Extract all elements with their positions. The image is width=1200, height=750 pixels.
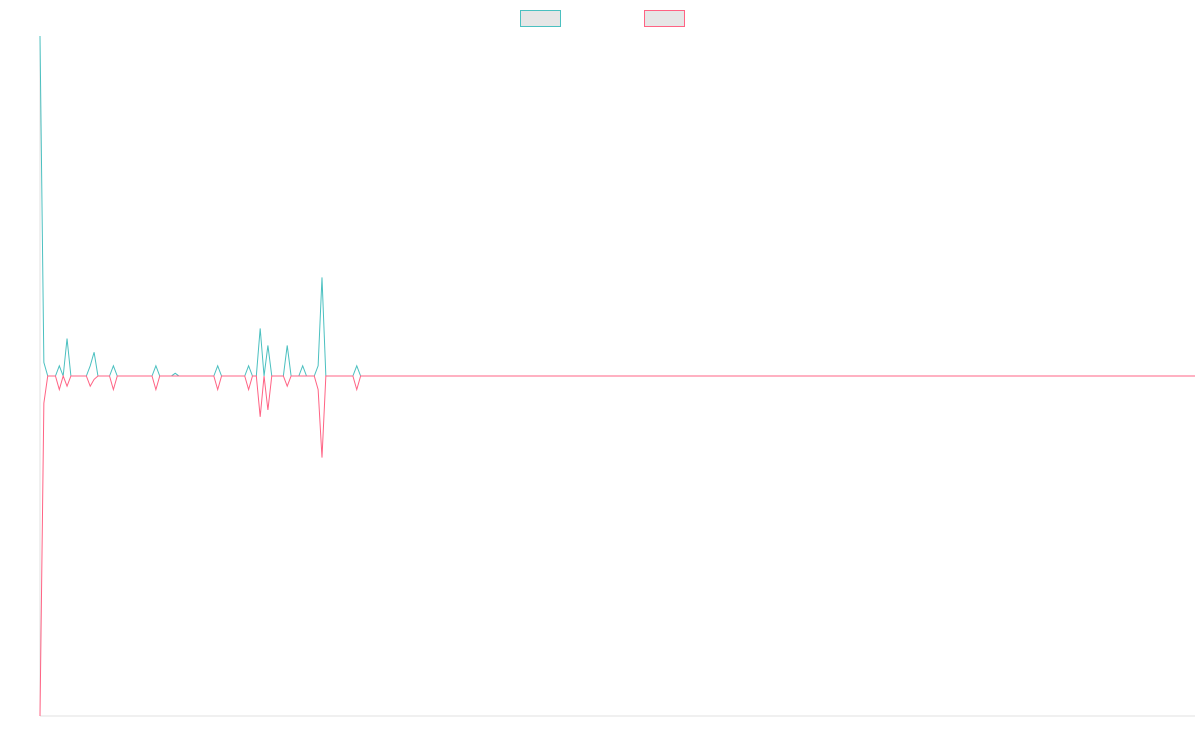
series-line-1 bbox=[39, 35, 1195, 377]
legend-swatch-2[interactable] bbox=[644, 10, 685, 27]
legend bbox=[520, 10, 685, 27]
axes bbox=[39, 36, 1195, 717]
legend-item-1[interactable] bbox=[520, 10, 561, 27]
series-layer bbox=[39, 35, 1195, 717]
legend-item-2[interactable] bbox=[644, 10, 685, 27]
legend-swatch-1[interactable] bbox=[520, 10, 561, 27]
series-line-2 bbox=[39, 374, 1195, 717]
